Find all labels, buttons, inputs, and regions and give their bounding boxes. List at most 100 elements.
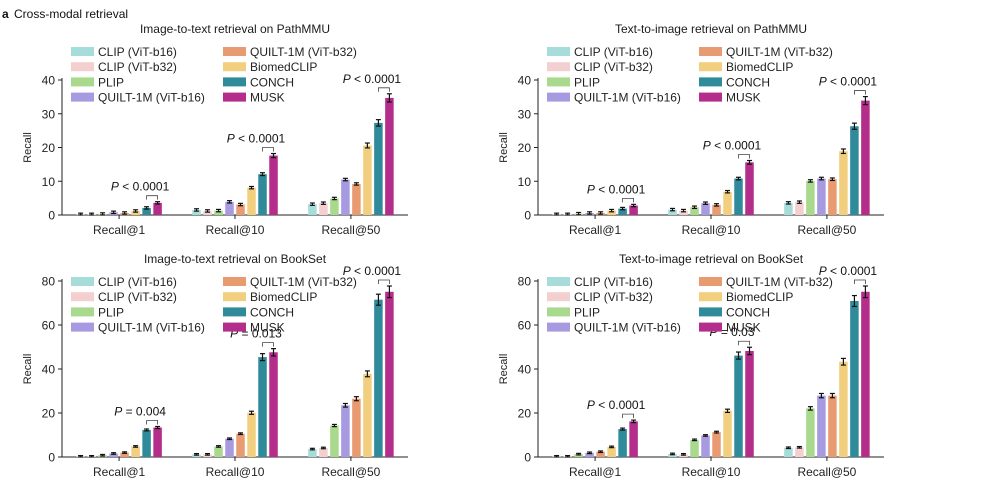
bar-plip-recall-50 <box>806 180 815 215</box>
x-tick-label: Recall@10 <box>682 223 741 237</box>
bar-plip-recall-50 <box>806 408 815 457</box>
significance-bracket <box>738 340 750 346</box>
legend-item-conch: CONCH <box>223 75 294 89</box>
bar-biomedclip-recall-10 <box>247 412 256 457</box>
legend-swatch <box>547 92 570 102</box>
legend-label: BiomedCLIP <box>726 290 793 304</box>
legend-swatch <box>547 292 570 302</box>
legend-swatch <box>547 322 570 332</box>
bar-clip-vit-b16-recall-50 <box>784 202 793 215</box>
legend-item-clip-vit-b16: CLIP (ViT-b16) <box>71 45 177 59</box>
legend-item-musk: MUSK <box>699 91 761 105</box>
bar-quilt-1m-vit-b16-recall-1 <box>109 453 118 457</box>
legend-swatch <box>699 292 722 302</box>
legend-item-quilt-1m-vit-b16: QUILT-1M (ViT-b16) <box>71 321 205 335</box>
chart-panel-text-to-image-retrieval-on-pathmmu: Text-to-image retrieval on PathMMU 0 10 20 3… <box>498 22 884 237</box>
legend-swatch <box>223 322 246 332</box>
y-tick-label: 40 <box>42 363 56 377</box>
legend-swatch <box>71 77 94 87</box>
legend-item-plip: PLIP <box>547 75 600 89</box>
bar-plip-recall-10 <box>690 207 699 215</box>
bar-clip-vit-b16-recall-10 <box>192 209 201 215</box>
bar-biomedclip-recall-50 <box>839 361 848 457</box>
p-value-annotation: P < 0.0001 <box>111 180 170 194</box>
chart-panel-image-to-text-retrieval-on-bookset: Image-to-text retrieval on BookSet 0 20 40 6… <box>22 252 408 479</box>
legend-swatch <box>223 92 246 102</box>
legend-swatch <box>547 62 570 72</box>
bar-conch-recall-50 <box>374 299 383 457</box>
legend-label: MUSK <box>250 91 285 105</box>
legend-label: MUSK <box>726 91 761 105</box>
legend-swatch <box>699 92 722 102</box>
legend-swatch <box>699 307 722 317</box>
bar-quilt-1m-vit-b16-recall-1 <box>585 452 594 457</box>
x-tick-label: Recall@1 <box>93 465 146 479</box>
legend-swatch <box>71 307 94 317</box>
legend-item-musk: MUSK <box>223 321 285 335</box>
bar-quilt-1m-vit-b32-recall-10 <box>712 204 721 215</box>
p-value-annotation: P < 0.0001 <box>587 182 646 196</box>
x-tick-label: Recall@50 <box>321 465 380 479</box>
bar-clip-vit-b16-recall-50 <box>308 204 317 215</box>
bar-musk-recall-10 <box>745 350 754 457</box>
bar-conch-recall-1 <box>142 207 151 215</box>
significance-bracket <box>854 279 866 284</box>
y-tick-label: 10 <box>42 175 56 189</box>
bar-conch-recall-50 <box>374 122 383 215</box>
bar-musk-recall-1 <box>153 202 162 215</box>
bar-musk-recall-50 <box>385 97 394 215</box>
legend: CLIP (ViT-b16)CLIP (ViT-b32)PLIP QUILT-1M… <box>547 45 833 105</box>
figure-title: Cross-modal retrieval <box>14 7 128 21</box>
legend-swatch <box>699 277 722 286</box>
legend-item-quilt-1m-vit-b32: QUILT-1M (ViT-b32) <box>699 45 833 59</box>
legend-label: CLIP (ViT-b32) <box>98 290 177 304</box>
bar-plip-recall-1 <box>574 454 583 457</box>
bar-conch-recall-50 <box>850 126 859 215</box>
y-tick-label: 0 <box>524 209 531 223</box>
legend-item-clip-vit-b16: CLIP (ViT-b16) <box>71 275 177 289</box>
significance-bracket <box>738 154 750 159</box>
chart-panel-image-to-text-retrieval-on-pathmmu: Image-to-text retrieval on PathMMU 0 10 20 3… <box>22 22 408 237</box>
legend-swatch <box>547 77 570 87</box>
chart-title: Text-to-image retrieval on PathMMU <box>615 22 807 36</box>
bar-quilt-1m-vit-b32-recall-50 <box>828 395 837 457</box>
legend-item-biomedclip: BiomedCLIP <box>223 60 317 74</box>
legend-label: QUILT-1M (ViT-b32) <box>250 275 357 289</box>
legend-label: BiomedCLIP <box>250 60 317 74</box>
legend-label: QUILT-1M (ViT-b32) <box>726 275 833 289</box>
p-value-annotation: P = 0.004 <box>114 404 166 418</box>
bar-musk-recall-10 <box>269 352 278 457</box>
x-tick-label: Recall@1 <box>569 465 622 479</box>
legend-label: QUILT-1M (ViT-b16) <box>574 91 681 105</box>
bar-musk-recall-50 <box>385 291 394 457</box>
bar-clip-vit-b32-recall-50 <box>319 203 328 215</box>
significance-bracket <box>378 279 390 284</box>
y-tick-label: 10 <box>518 175 532 189</box>
legend-swatch <box>223 277 246 286</box>
significance-bracket <box>378 87 390 92</box>
y-tick-label: 30 <box>518 107 532 121</box>
y-tick-label: 60 <box>518 319 532 333</box>
bar-musk-recall-1 <box>629 205 638 215</box>
legend-label: MUSK <box>726 321 761 335</box>
bar-plip-recall-50 <box>330 425 339 457</box>
legend-item-clip-vit-b32: CLIP (ViT-b32) <box>71 60 177 74</box>
p-value-annotation: P < 0.0001 <box>343 264 402 278</box>
legend-label: CLIP (ViT-b32) <box>574 60 653 74</box>
y-axis-label: Recall <box>22 132 34 163</box>
legend-label: CONCH <box>250 305 294 319</box>
y-tick-label: 30 <box>42 107 56 121</box>
bar-clip-vit-b16-recall-50 <box>784 447 793 457</box>
significance-bracket <box>146 420 158 425</box>
legend-item-clip-vit-b32: CLIP (ViT-b32) <box>547 60 653 74</box>
x-tick-label: Recall@10 <box>206 465 265 479</box>
legend-label: QUILT-1M (ViT-b16) <box>98 91 205 105</box>
legend-label: BiomedCLIP <box>726 60 793 74</box>
bar-quilt-1m-vit-b16-recall-50 <box>817 395 826 457</box>
legend-label: PLIP <box>98 305 124 319</box>
x-tick-label: Recall@50 <box>797 223 856 237</box>
bar-clip-vit-b32-recall-50 <box>795 447 804 457</box>
y-tick-label: 20 <box>518 407 532 421</box>
legend-item-musk: MUSK <box>699 321 761 335</box>
